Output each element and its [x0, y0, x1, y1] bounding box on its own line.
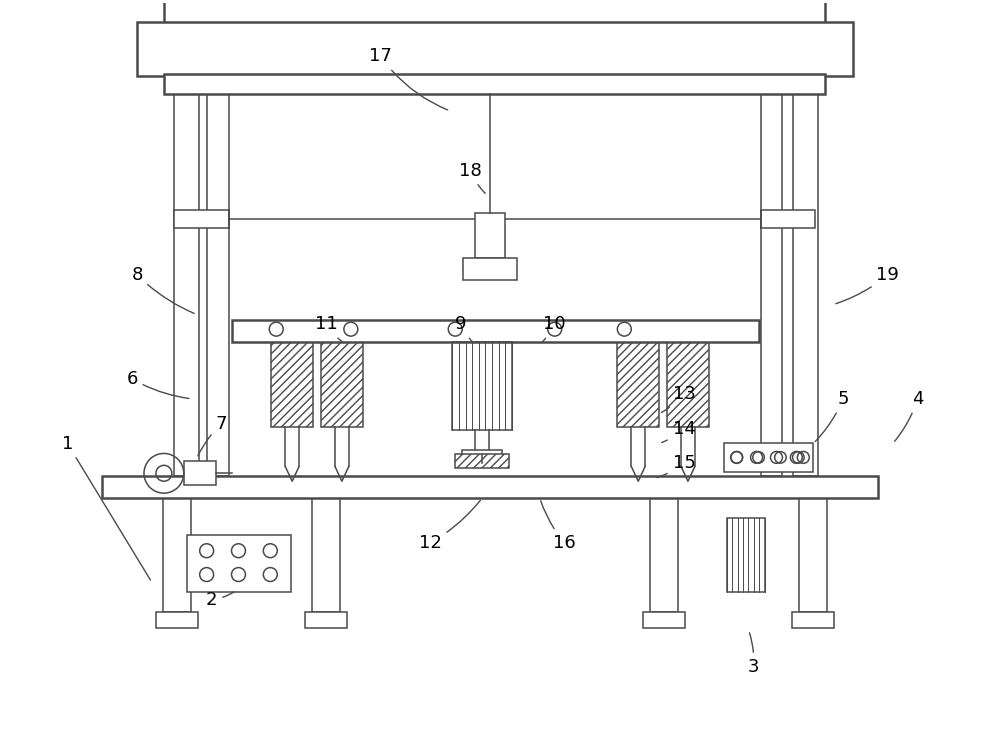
Bar	[667, 342, 709, 427]
Text: 5: 5	[815, 390, 849, 442]
Bar	[792, 612, 834, 628]
Bar	[163, 498, 191, 612]
Bar	[137, 22, 853, 76]
Text: 12: 12	[419, 501, 480, 552]
Bar	[321, 342, 363, 427]
Text: 1: 1	[62, 434, 151, 580]
Text: 2: 2	[206, 591, 234, 609]
Text: 8: 8	[131, 265, 194, 314]
Text: 16: 16	[541, 501, 576, 552]
Text: 19: 19	[836, 265, 899, 304]
Bar	[102, 477, 878, 498]
Bar	[793, 94, 818, 477]
Bar	[271, 342, 313, 427]
Bar	[452, 342, 512, 430]
Bar	[462, 450, 502, 464]
Text: 10: 10	[542, 315, 566, 342]
Text: 17: 17	[369, 48, 448, 110]
Bar	[174, 210, 229, 228]
Bar	[761, 94, 782, 477]
Bar	[761, 210, 815, 228]
Bar	[232, 320, 759, 342]
Text: 15: 15	[657, 455, 695, 477]
Bar	[184, 461, 216, 485]
Bar	[164, 0, 825, 74]
Bar	[643, 612, 685, 628]
Text: 14: 14	[662, 420, 695, 443]
Bar	[727, 518, 765, 593]
Bar	[305, 612, 347, 628]
Bar	[650, 498, 678, 612]
Bar	[207, 94, 229, 477]
Bar	[475, 213, 505, 258]
Bar	[187, 535, 291, 593]
Text: 7: 7	[198, 415, 227, 456]
Bar	[455, 455, 509, 468]
Text: 13: 13	[662, 385, 695, 412]
Bar	[799, 498, 827, 612]
Bar	[617, 342, 659, 427]
Text: 9: 9	[454, 315, 473, 342]
Text: 4: 4	[895, 390, 923, 441]
Text: 18: 18	[459, 161, 485, 193]
Bar	[164, 74, 825, 94]
Bar	[312, 498, 340, 612]
Bar	[174, 94, 199, 477]
Text: 6: 6	[126, 370, 189, 398]
Bar	[463, 258, 517, 280]
Text: 3: 3	[748, 633, 759, 676]
Bar	[156, 612, 198, 628]
Bar	[724, 443, 813, 472]
Text: 11: 11	[315, 315, 344, 342]
